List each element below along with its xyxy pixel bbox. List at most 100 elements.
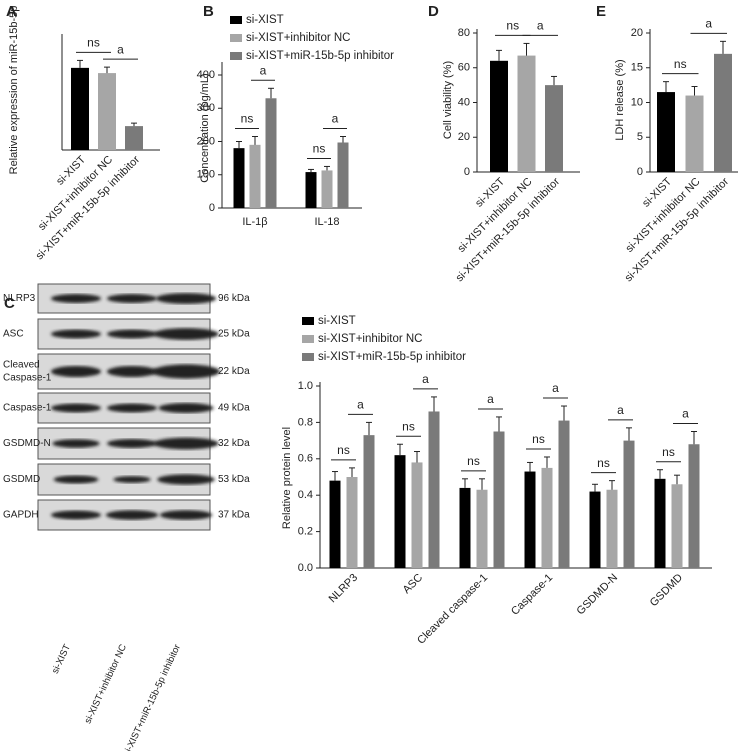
x-tick-label: IL-18 bbox=[314, 216, 339, 228]
y-axis-title: Relative expression of miR-15b-5p bbox=[8, 6, 20, 175]
row-label: ASC bbox=[3, 329, 24, 340]
row-label: NLRP3 bbox=[3, 293, 36, 304]
kda-label: 49 kDa bbox=[218, 403, 250, 414]
y-tick-label: 100 bbox=[197, 169, 215, 181]
band bbox=[158, 403, 214, 413]
y-tick-label: 20 bbox=[458, 131, 470, 143]
significance: ns bbox=[241, 112, 254, 126]
lane-label: si-XIST+miR-15b-5p inhibitor bbox=[121, 643, 183, 751]
significance: ns bbox=[506, 19, 519, 33]
x-tick-label: si-XIST+miR-15b-5p inhibitor bbox=[34, 153, 143, 262]
y-tick-label: 0.6 bbox=[298, 453, 313, 465]
significance: ns bbox=[467, 454, 480, 468]
bar bbox=[657, 92, 675, 172]
y-tick-label: 400 bbox=[197, 69, 215, 81]
band bbox=[156, 293, 216, 304]
significance: a bbox=[357, 398, 364, 412]
row-label: GSDMD-N bbox=[3, 438, 51, 449]
significance: a bbox=[552, 381, 559, 395]
band bbox=[105, 510, 159, 520]
band bbox=[107, 403, 157, 413]
bar bbox=[71, 67, 89, 150]
bar bbox=[329, 480, 341, 568]
legend-swatch bbox=[302, 317, 314, 325]
bar bbox=[428, 411, 440, 568]
band bbox=[51, 329, 101, 339]
band bbox=[51, 403, 101, 413]
bar bbox=[623, 440, 635, 568]
significance: ns bbox=[597, 456, 610, 470]
y-tick-label: 1.0 bbox=[298, 380, 313, 392]
y-tick-label: 0.2 bbox=[298, 526, 313, 538]
band bbox=[51, 294, 101, 303]
x-tick-label: GSDMD-N bbox=[575, 572, 621, 618]
bar bbox=[394, 455, 406, 568]
legend-swatch bbox=[230, 52, 242, 60]
kda-label: 53 kDa bbox=[218, 474, 250, 485]
x-tick-label: Caspase-1 bbox=[509, 572, 555, 618]
bar bbox=[490, 60, 508, 172]
significance: a bbox=[537, 19, 544, 33]
significance: ns bbox=[402, 419, 415, 433]
legend-swatch bbox=[230, 34, 242, 42]
bar bbox=[305, 172, 317, 208]
row-label: Cleaved bbox=[3, 360, 40, 371]
bar bbox=[249, 144, 261, 208]
y-tick-label: 5 bbox=[637, 131, 643, 143]
kda-label: 32 kDa bbox=[218, 438, 250, 449]
legend-swatch bbox=[302, 335, 314, 343]
significance: a bbox=[332, 112, 339, 126]
bar bbox=[493, 431, 505, 568]
significance: ns bbox=[313, 142, 326, 156]
y-tick-label: 0.0 bbox=[298, 562, 313, 574]
band bbox=[107, 439, 157, 448]
bar bbox=[524, 471, 536, 568]
y-tick-label: 60 bbox=[458, 62, 470, 74]
y-tick-label: 0.8 bbox=[298, 416, 313, 428]
bar bbox=[688, 444, 700, 568]
bar bbox=[337, 142, 349, 208]
band bbox=[52, 439, 100, 448]
bar bbox=[714, 53, 732, 172]
panel-label: E bbox=[596, 3, 606, 20]
y-tick-label: 80 bbox=[458, 27, 470, 39]
bar bbox=[233, 148, 245, 208]
y-tick-label: 0 bbox=[209, 202, 215, 214]
significance: ns bbox=[87, 36, 100, 50]
x-tick-label: NLRP3 bbox=[327, 572, 361, 606]
y-tick-label: 10 bbox=[631, 96, 643, 108]
significance: a bbox=[705, 17, 712, 31]
panel-label: B bbox=[203, 3, 214, 20]
y-tick-label: 0.4 bbox=[298, 489, 313, 501]
y-tick-label: 20 bbox=[631, 27, 643, 39]
band bbox=[107, 366, 157, 377]
y-tick-label: 0 bbox=[464, 166, 470, 178]
row-label: Caspase-1 bbox=[3, 403, 52, 414]
y-tick-label: 0 bbox=[637, 166, 643, 178]
significance: a bbox=[260, 63, 267, 77]
y-tick-label: 300 bbox=[197, 102, 215, 114]
legend-label: si-XIST+miR-15b-5p inhibitor bbox=[246, 50, 394, 62]
bar bbox=[685, 95, 704, 172]
x-tick-label: Cleaved caspase-1 bbox=[415, 572, 490, 647]
y-tick-label: 15 bbox=[631, 62, 643, 74]
y-axis-title: LDH release (%) bbox=[614, 59, 626, 140]
bar bbox=[98, 73, 116, 150]
significance: ns bbox=[337, 443, 350, 457]
band bbox=[153, 437, 219, 450]
row-label: GSDMD bbox=[3, 474, 40, 485]
x-tick-label: GSDMD bbox=[648, 572, 685, 609]
legend-swatch bbox=[302, 353, 314, 361]
band bbox=[152, 364, 220, 379]
bar bbox=[125, 126, 143, 150]
y-axis-title: Cell viability (%) bbox=[442, 61, 454, 139]
significance: a bbox=[422, 372, 429, 386]
bar bbox=[671, 484, 683, 568]
significance: a bbox=[682, 407, 689, 421]
band bbox=[51, 510, 101, 520]
bar bbox=[476, 489, 488, 568]
band bbox=[51, 366, 101, 377]
lane-label: si-XIST bbox=[50, 643, 73, 676]
kda-label: 37 kDa bbox=[218, 510, 250, 521]
